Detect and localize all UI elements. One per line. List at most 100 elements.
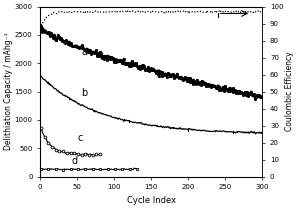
Point <box>246 94 251 98</box>
Point <box>176 75 181 79</box>
Point <box>121 61 125 64</box>
Point <box>175 72 180 75</box>
Point <box>39 26 44 29</box>
Point <box>129 61 134 64</box>
Point <box>79 46 84 50</box>
Point <box>184 76 188 80</box>
Point <box>241 93 246 96</box>
Point <box>224 88 229 91</box>
Point <box>178 77 182 80</box>
Point <box>225 89 230 92</box>
Point <box>119 61 124 64</box>
Point <box>96 52 100 55</box>
Point <box>128 64 133 68</box>
Point <box>49 33 54 37</box>
Point <box>67 40 72 43</box>
Point <box>93 51 98 55</box>
Point <box>78 45 83 48</box>
Text: d: d <box>71 156 77 166</box>
Point <box>111 56 116 60</box>
Point <box>127 64 131 68</box>
Point <box>162 72 166 76</box>
Point <box>122 62 127 65</box>
Point <box>215 86 220 90</box>
Point <box>204 83 209 86</box>
Point <box>139 64 144 67</box>
Point <box>171 75 176 78</box>
Point <box>191 78 196 81</box>
Point <box>192 80 197 83</box>
Point <box>176 75 180 79</box>
Point <box>107 57 112 61</box>
Point <box>143 69 148 72</box>
Point <box>147 69 151 73</box>
Point <box>61 40 66 44</box>
Y-axis label: Delithiation Capacity / mAhg⁻¹: Delithiation Capacity / mAhg⁻¹ <box>4 33 13 150</box>
Point <box>251 94 256 97</box>
Point <box>245 92 250 95</box>
Point <box>130 61 135 65</box>
Point <box>146 65 151 69</box>
Point <box>255 94 260 98</box>
Point <box>137 65 142 68</box>
Point <box>101 54 105 57</box>
Point <box>222 85 227 88</box>
Point <box>236 89 241 93</box>
Point <box>108 55 113 59</box>
Point <box>70 44 74 48</box>
Point <box>132 62 136 66</box>
Point <box>152 69 156 72</box>
Point <box>113 58 117 61</box>
Point <box>255 94 260 97</box>
Point <box>134 63 139 67</box>
Point <box>43 29 48 33</box>
Point <box>190 82 195 85</box>
Point <box>89 51 94 54</box>
Point <box>210 84 215 87</box>
Point <box>90 50 95 54</box>
Point <box>206 84 211 87</box>
Point <box>58 38 63 41</box>
Point <box>258 95 263 98</box>
Point <box>226 87 231 90</box>
Point <box>128 63 132 66</box>
Point <box>150 68 155 72</box>
Point <box>46 31 51 34</box>
Text: b: b <box>81 88 87 98</box>
Point <box>231 86 236 90</box>
Point <box>205 83 210 86</box>
Point <box>58 36 63 40</box>
Point <box>253 95 258 99</box>
Text: c: c <box>77 133 83 143</box>
Y-axis label: Coulombic Efficiency: Coulombic Efficiency <box>285 52 294 131</box>
Point <box>174 74 179 77</box>
Point <box>209 85 214 89</box>
Point <box>136 66 141 69</box>
Point <box>212 84 217 88</box>
Point <box>104 58 109 61</box>
Point <box>173 76 177 79</box>
Point <box>41 28 46 31</box>
Point <box>212 84 217 87</box>
Point <box>148 68 153 71</box>
Point <box>181 78 185 82</box>
Point <box>87 48 92 51</box>
Point <box>238 92 243 95</box>
Point <box>208 84 213 87</box>
Point <box>213 85 218 89</box>
Point <box>235 91 240 94</box>
Point <box>229 89 234 92</box>
Point <box>93 50 97 53</box>
Point <box>133 62 138 65</box>
Point <box>74 44 79 47</box>
Point <box>183 76 188 79</box>
Point <box>59 39 64 42</box>
Point <box>163 72 168 75</box>
Point <box>62 40 67 43</box>
Point <box>162 73 167 76</box>
Point <box>257 94 262 98</box>
Point <box>243 90 248 94</box>
Point <box>63 41 68 44</box>
Point <box>86 49 91 52</box>
Point <box>125 62 129 65</box>
